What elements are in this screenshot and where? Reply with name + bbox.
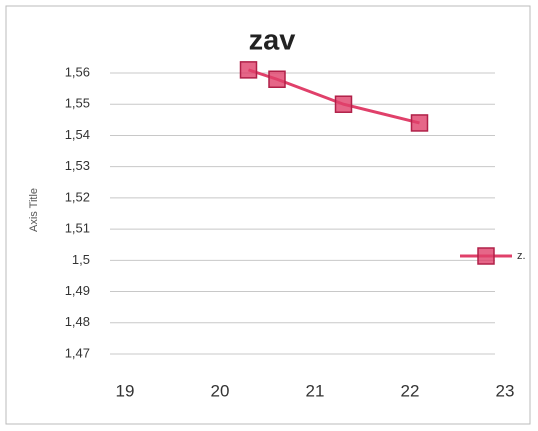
marker [334,95,353,113]
y-tick-label: 1,56 [65,64,90,79]
y-tick-label: 1,52 [65,189,90,204]
y-tick-label: 1,47 [65,345,90,360]
legend-label: z. [517,250,526,262]
marker [410,114,429,132]
x-tick-label: 21 [306,381,325,400]
y-tick-label: 1,53 [65,158,90,173]
y-axis-title: Axis Title [28,188,40,232]
x-tick-label: 23 [496,381,515,400]
marker [268,70,286,88]
line [248,68,420,125]
y-tick-label: 1,48 [65,314,90,329]
y-tick-label: 1,5 [72,252,90,267]
x-tick-label: 20 [211,381,230,400]
y-tick-label: 1,55 [65,96,90,111]
y-tick-label: 1,54 [65,127,90,142]
legend-marker [477,247,495,265]
y-tick-label: 1,51 [65,221,90,236]
chart-title: zav [249,25,296,57]
x-tick-label: 22 [401,381,420,400]
marker [239,61,258,79]
x-tick-label: 19 [116,381,135,400]
y-tick-label: 1,49 [65,283,90,298]
